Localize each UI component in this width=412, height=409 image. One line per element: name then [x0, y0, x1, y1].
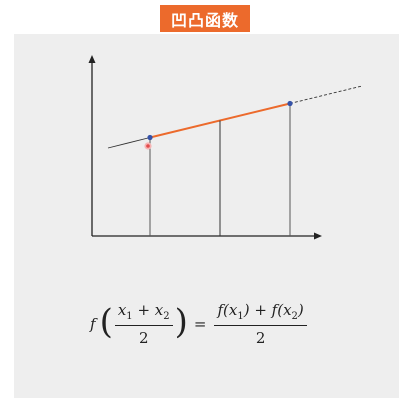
- rhs-numerator: f(x1) + f(x2): [214, 301, 307, 326]
- lhs-fraction: x1 + x2 2: [114, 301, 173, 347]
- title-badge: 凹凸函数: [160, 5, 250, 32]
- lhs-denominator: 2: [138, 329, 149, 347]
- x-axis-arrow: [314, 232, 322, 240]
- diagram-panel: [14, 34, 399, 398]
- highlight-point: [146, 144, 150, 148]
- rhs-denominator: 2: [255, 329, 266, 347]
- left-paren: (: [99, 302, 113, 342]
- equals-sign: =: [193, 315, 207, 333]
- right-paren: ): [174, 302, 188, 342]
- function-line-left: [107, 137, 151, 149]
- jensen-formula: f ( x1 + x2 2 ) = f(x1) + f(x2) 2: [90, 300, 309, 348]
- function-line-right-dashed: [289, 85, 363, 104]
- rhs-fraction: f(x1) + f(x2) 2: [214, 301, 307, 347]
- y-axis-arrow: [88, 55, 96, 63]
- lhs-numerator: x1 + x2: [114, 301, 173, 326]
- point-x1: [147, 134, 153, 141]
- point-x2: [287, 100, 293, 107]
- formula-lhs-f: f: [90, 315, 96, 333]
